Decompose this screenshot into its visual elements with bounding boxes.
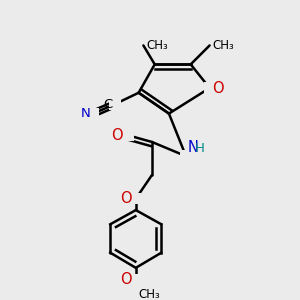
Text: CH₃: CH₃ xyxy=(139,288,160,300)
Text: N: N xyxy=(81,107,90,120)
Bar xyxy=(123,130,134,141)
Bar xyxy=(130,274,142,285)
Bar xyxy=(130,193,142,204)
Text: O: O xyxy=(120,191,131,206)
Bar xyxy=(204,82,215,94)
Text: O: O xyxy=(212,80,224,95)
Bar xyxy=(109,98,121,110)
Text: H: H xyxy=(195,142,205,155)
Bar xyxy=(88,108,99,119)
Text: N: N xyxy=(188,140,198,155)
Text: C: C xyxy=(103,98,112,111)
Text: CH₃: CH₃ xyxy=(212,39,234,52)
Text: O: O xyxy=(120,272,131,287)
Text: CH₃: CH₃ xyxy=(146,39,168,52)
Text: O: O xyxy=(111,128,123,143)
Bar xyxy=(180,151,192,162)
